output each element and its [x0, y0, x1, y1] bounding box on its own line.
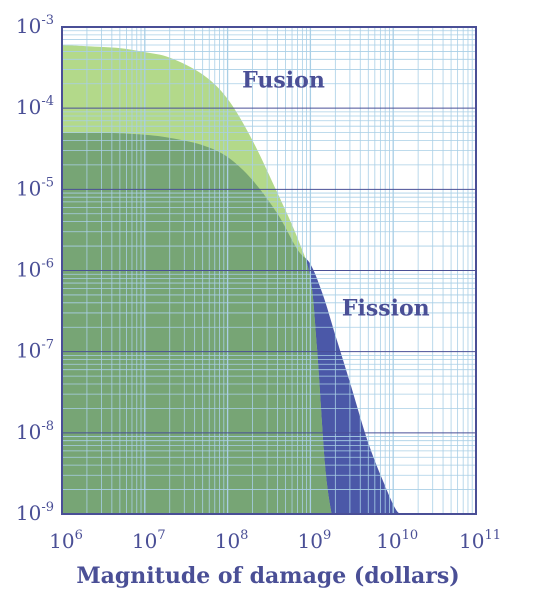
x-tick-label: 106	[49, 528, 83, 553]
grid-lines	[61, 27, 476, 515]
y-tick-labels: 10-3 10-4 10-5 10-6 10-7 10-8 10-9	[16, 13, 54, 525]
x-tick-label: 1011	[459, 528, 501, 553]
series-areas	[62, 45, 404, 514]
y-tick-label: 10-3	[16, 13, 54, 38]
y-tick-label: 10-8	[16, 419, 54, 444]
x-tick-label: 109	[298, 528, 332, 553]
x-tick-label: 1010	[376, 528, 418, 553]
y-tick-label: 10-4	[16, 94, 54, 119]
series-labels: Fusion Fission	[242, 67, 429, 321]
x-tick-labels: 106 107 108 109 1010 1011	[49, 528, 501, 553]
y-tick-label: 10-7	[16, 338, 54, 363]
y-tick-label: 10-5	[16, 175, 54, 200]
series-label-fusion: Fusion	[242, 67, 325, 93]
overlap-area	[62, 132, 332, 514]
y-tick-label: 10-9	[16, 500, 54, 525]
plot-frame	[61, 26, 477, 515]
x-tick-label: 107	[132, 528, 166, 553]
series-label-fission: Fission	[342, 295, 430, 321]
y-tick-label: 10-6	[16, 257, 54, 282]
x-axis-title: Magnitude of damage (dollars)	[76, 563, 459, 589]
x-tick-label: 108	[215, 528, 249, 553]
